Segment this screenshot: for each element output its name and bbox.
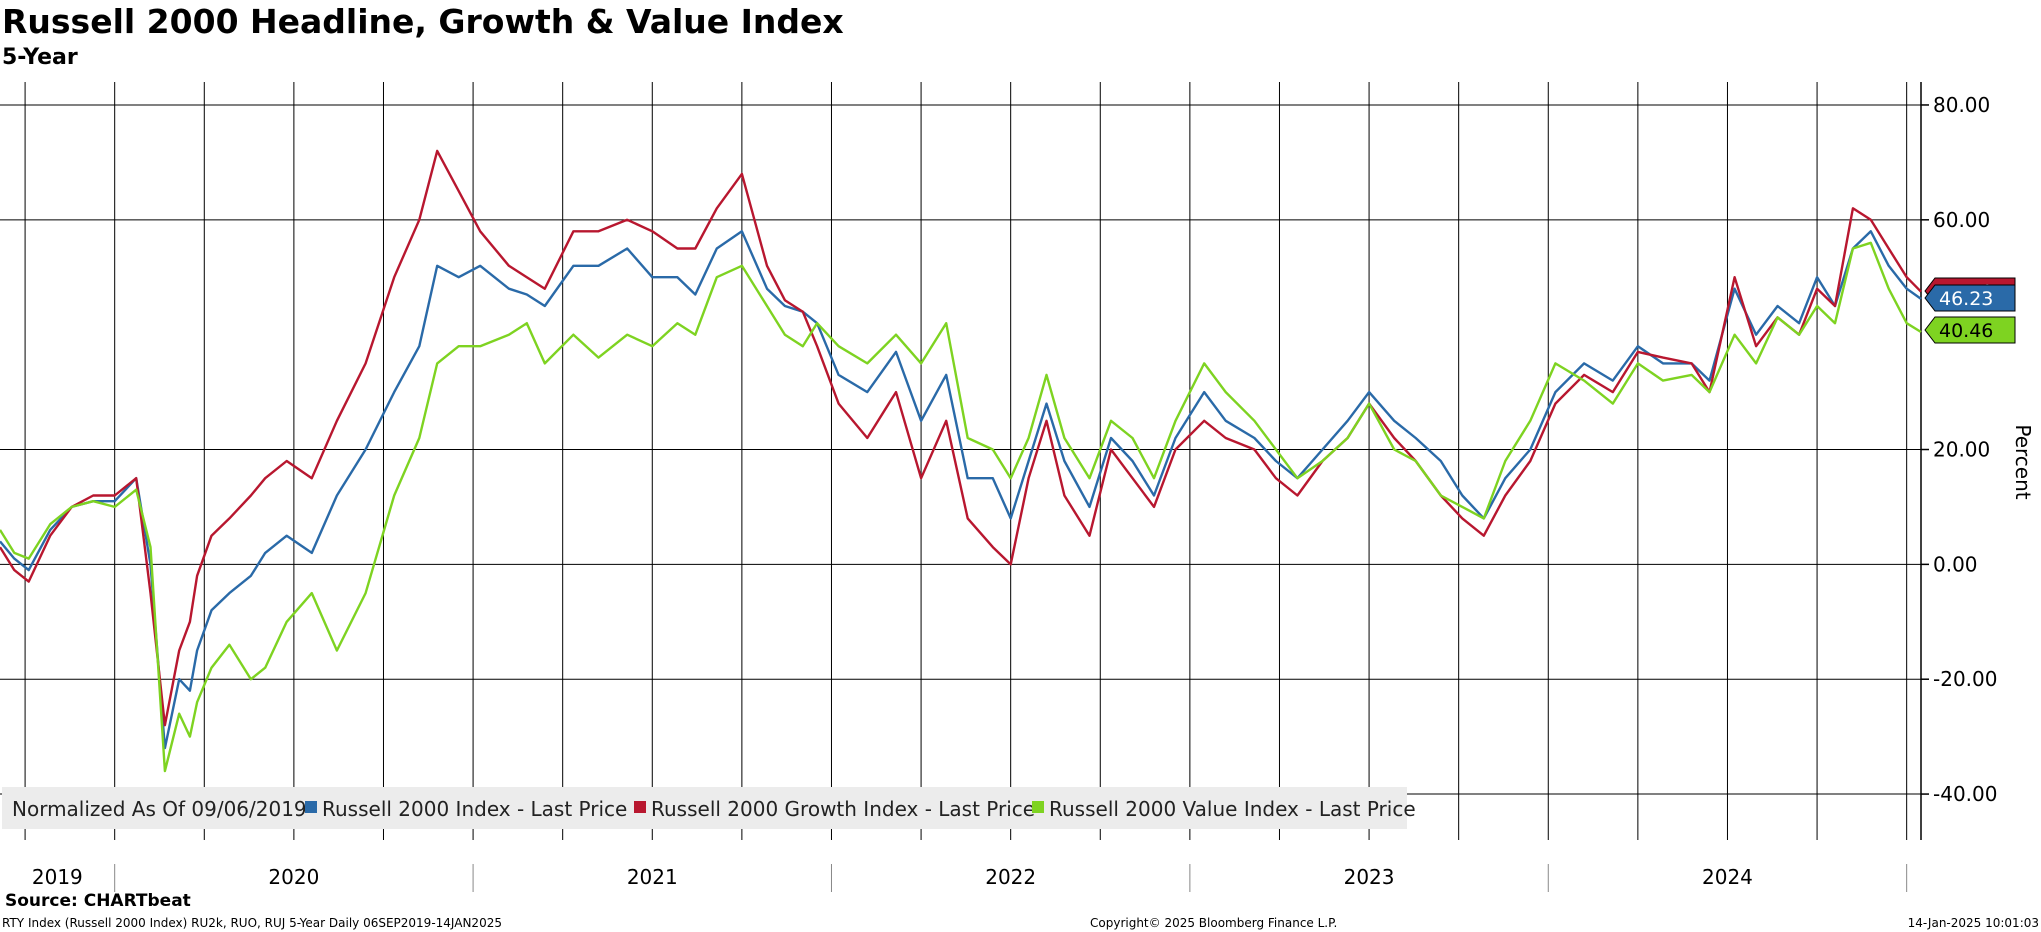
y-tick-label: 80.00: [1933, 93, 1990, 117]
last-value-tag-value: 40.46: [1924, 316, 2016, 344]
y-tick-label: -40.00: [1933, 782, 1997, 806]
series-line-value: [0, 241, 1922, 773]
series-line-growth: [0, 149, 1922, 727]
legend-label-value: Russell 2000 Value Index - Last Price: [1049, 797, 1416, 821]
y-axis-ticks: 80.00 60.00 20.00 0.00 -20.00 -40.00: [1921, 93, 1997, 806]
footer-timestamp: 14-Jan-2025 10:01:03: [1907, 916, 2039, 930]
y-tick-label: 0.00: [1933, 552, 1978, 576]
footer-copyright: Copyright© 2025 Bloomberg Finance L.P.: [1090, 916, 1338, 930]
x-tick-label: 2022: [985, 865, 1036, 889]
x-tick-label: 2023: [1344, 865, 1395, 889]
chart-legend: Normalized As Of 09/06/2019 Russell 2000 …: [2, 787, 1416, 829]
x-tick-label: 2021: [627, 865, 678, 889]
y-axis-label: Percent: [2011, 424, 2035, 499]
x-axis: 2019 2020 2021 2022 2023 2024: [32, 864, 1908, 892]
last-value-label: 40.46: [1939, 320, 1993, 342]
chart-lines: [0, 149, 1922, 773]
last-value-tag-headline: 46.23: [1924, 284, 2016, 312]
legend-swatch-headline: [305, 801, 317, 813]
footer-ticker-info: RTY Index (Russell 2000 Index) RU2k, RUO…: [2, 916, 502, 930]
x-tick-label: 2019: [32, 865, 83, 889]
chart-title: Russell 2000 Headline, Growth & Value In…: [2, 2, 844, 41]
source-note: Source: CHARTbeat: [5, 891, 191, 911]
legend-swatch-growth: [634, 801, 646, 813]
series-line-headline: [0, 230, 1922, 750]
x-tick-label: 2024: [1702, 865, 1753, 889]
chart-subtitle: 5-Year: [2, 45, 78, 70]
legend-label-headline: Russell 2000 Index - Last Price: [322, 797, 627, 821]
y-tick-label: 60.00: [1933, 208, 1990, 232]
legend-prefix: Normalized As Of 09/06/2019: [12, 797, 307, 821]
legend-swatch-value: [1032, 801, 1044, 813]
y-tick-label: -20.00: [1933, 667, 1997, 691]
legend-box: [2, 787, 1407, 829]
x-tick-label: 2020: [268, 865, 319, 889]
legend-label-growth: Russell 2000 Growth Index - Last Price: [651, 797, 1035, 821]
last-value-label: 46.23: [1939, 288, 1993, 310]
y-tick-label: 20.00: [1933, 438, 1990, 462]
